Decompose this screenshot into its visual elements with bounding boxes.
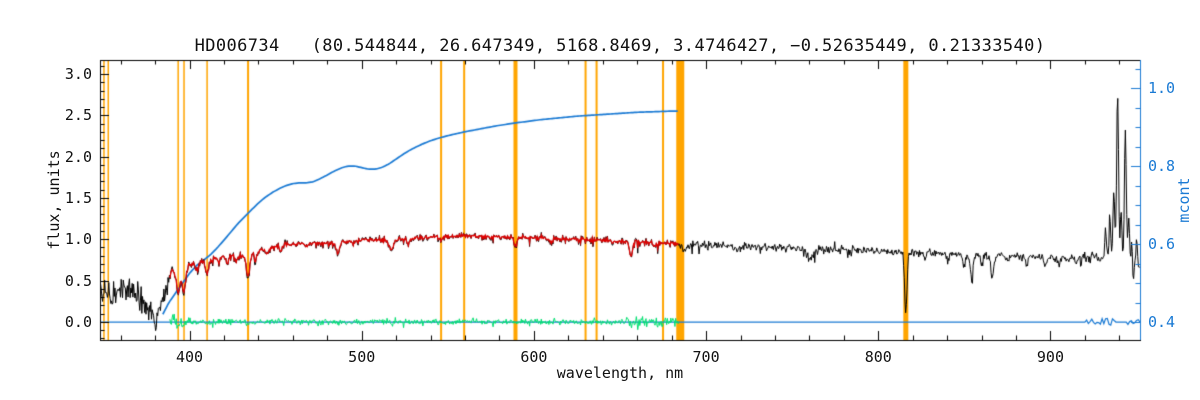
y-axis-label-flux: flux, units (45, 150, 63, 250)
x-tick-label: 800 (864, 348, 892, 366)
flux-tick-label: 2.5 (64, 106, 92, 125)
x-tick-label: 900 (1036, 348, 1064, 366)
flux-tick-label: 2.0 (64, 147, 92, 166)
flux-tick-label: 0.0 (64, 312, 92, 331)
flux-tick-label: 1.0 (64, 230, 92, 249)
x-tick-label: 400 (175, 348, 204, 366)
mcont-tick-label: 0.6 (1148, 235, 1176, 254)
mcont-tick-label: 1.0 (1148, 79, 1176, 98)
flux-tick-label: 3.0 (64, 65, 92, 84)
x-tick-label: 700 (692, 348, 720, 366)
x-axis-label: wavelength, nm (556, 364, 684, 382)
mcont-tick-label: 0.8 (1148, 157, 1176, 176)
mcont-tick-label: 0.4 (1148, 313, 1176, 332)
flux-tick-label: 1.5 (64, 188, 92, 207)
chart-title: HD006734 (80.544844, 26.647349, 5168.846… (194, 36, 1046, 56)
x-tick-label: 600 (520, 348, 548, 366)
x-tick-label: 500 (348, 348, 376, 366)
flux-tick-label: 0.5 (64, 271, 92, 290)
y-axis-label-mcont: mcont (1175, 177, 1193, 223)
